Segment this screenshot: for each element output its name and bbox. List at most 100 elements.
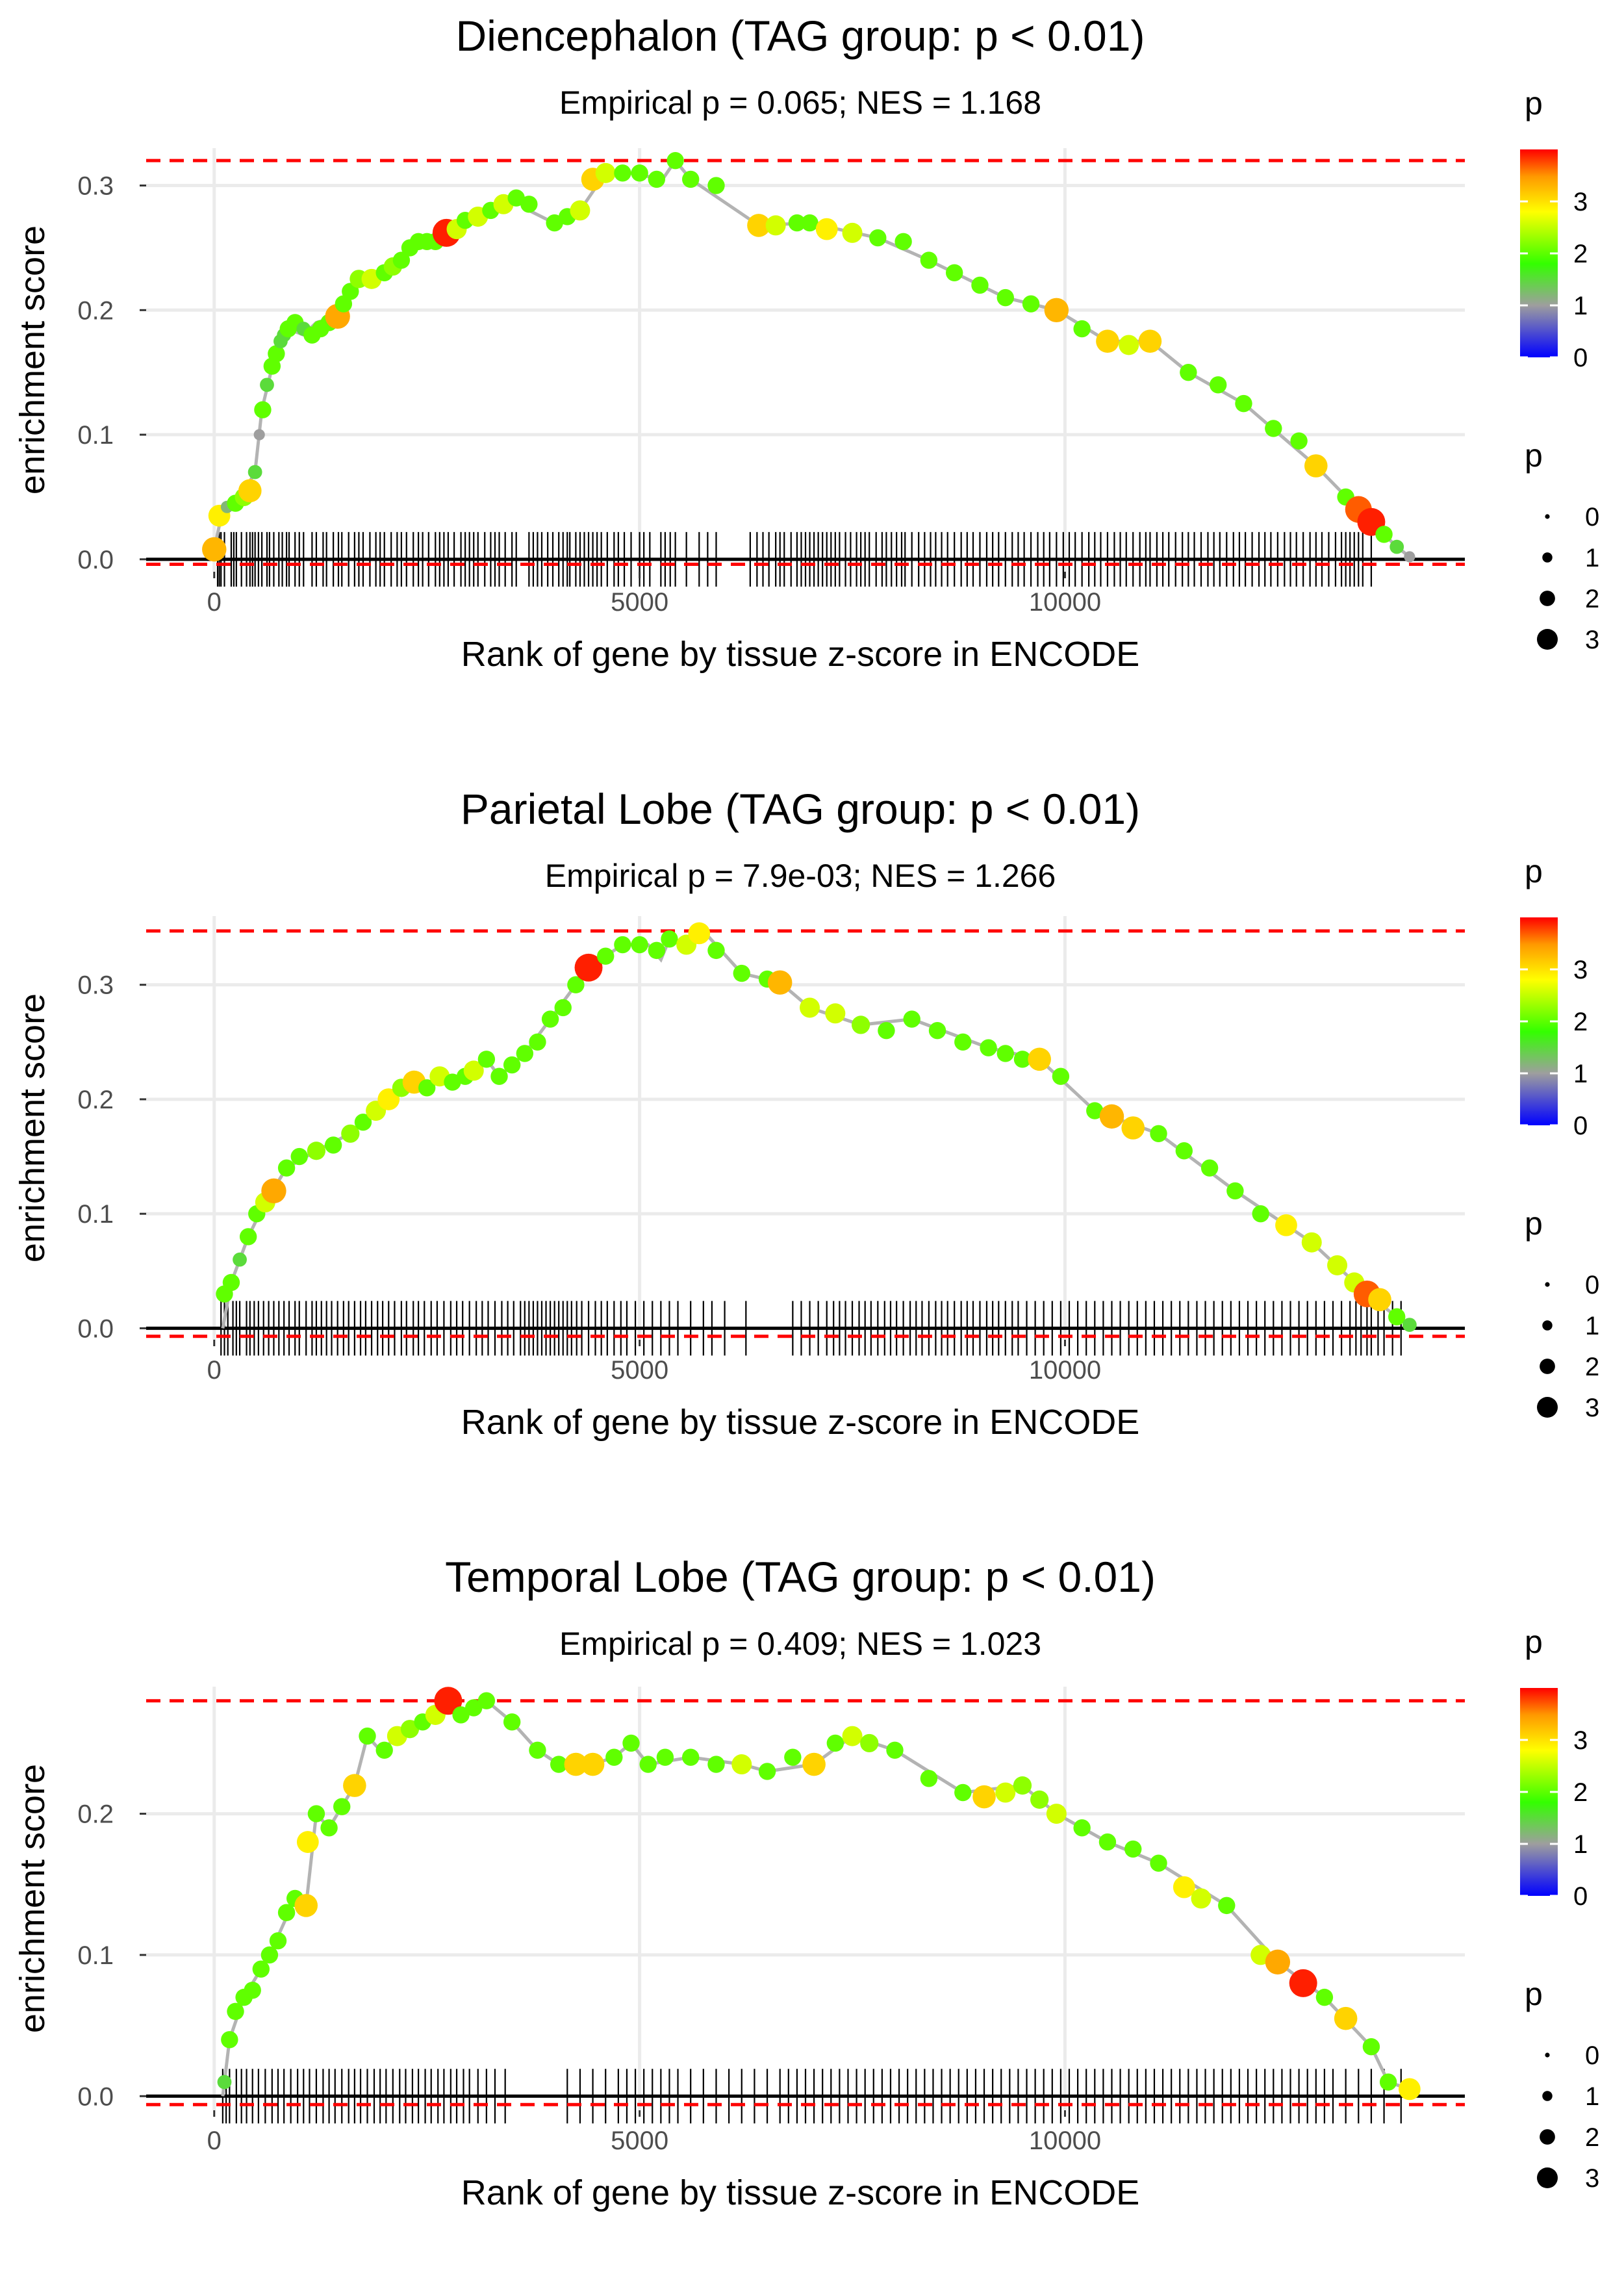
enrichment-point — [1404, 551, 1415, 563]
enrichment-point — [1180, 363, 1197, 381]
enrichment-point — [1265, 1949, 1291, 1974]
enrichment-point — [860, 1733, 879, 1753]
enrichment-point — [595, 162, 616, 183]
enrichment-point — [1379, 2073, 1397, 2091]
x-tick-label: 5000 — [611, 1356, 668, 1385]
enrichment-point — [1252, 1205, 1269, 1223]
enrichment-point — [1052, 1067, 1070, 1085]
enrichment-point — [995, 1782, 1016, 1803]
enrichment-point — [268, 345, 285, 363]
enrichment-point — [1096, 329, 1119, 353]
size-legend-label: 2 — [1585, 585, 1599, 613]
panel-title: Parietal Lobe (TAG group: p < 0.01) — [461, 785, 1140, 833]
enrichment-point — [541, 1010, 559, 1028]
panel-title: Temporal Lobe (TAG group: p < 0.01) — [445, 1553, 1156, 1601]
enrichment-point — [377, 1088, 400, 1110]
size-legend-dot — [1545, 1282, 1550, 1287]
gridlines — [146, 1687, 1465, 2110]
size-legend-label: 0 — [1585, 2041, 1599, 2070]
color-scale-label: 2 — [1573, 240, 1588, 268]
enrichment-point — [1290, 432, 1308, 450]
enrichment-point — [681, 1748, 700, 1766]
enrichment-point — [1200, 1159, 1219, 1177]
enrichment-point — [333, 1798, 351, 1815]
enrichment-point — [1402, 1318, 1417, 1332]
color-scale-label: 0 — [1573, 1882, 1588, 1911]
enrichment-point — [567, 976, 585, 993]
enrichment-point — [802, 1752, 826, 1776]
enrichment-point — [277, 1904, 296, 1921]
enrichment-point — [294, 1894, 318, 1917]
color-legend-title: p — [1525, 85, 1543, 121]
color-scale-label: 3 — [1573, 188, 1588, 216]
y-tick-label: 0.2 — [77, 296, 114, 325]
size-legend-dot — [1536, 2167, 1558, 2189]
enrichment-point — [581, 1752, 605, 1776]
enrichment-point — [597, 947, 615, 965]
enrichment-point — [546, 214, 563, 232]
panel-subtitle: Empirical p = 7.9e-03; NES = 1.266 — [545, 858, 1056, 894]
enrichment-point — [247, 465, 262, 479]
enrichment-point — [801, 214, 818, 232]
x-axis-label: Rank of gene by tissue z-score in ENCODE — [461, 2173, 1139, 2212]
enrichment-point — [788, 214, 806, 232]
enrichment-point — [784, 1748, 802, 1766]
panel-title: Diencephalon (TAG group: p < 0.01) — [456, 12, 1145, 60]
enrichment-point — [463, 1060, 484, 1081]
size-legend-label: 3 — [1585, 2164, 1599, 2193]
enrichment-point — [503, 1056, 521, 1074]
enrichment-point — [733, 964, 750, 982]
enrichment-point — [980, 1039, 997, 1056]
enrichment-point — [765, 215, 786, 236]
x-axis-label: Rank of gene by tissue z-score in ENCODE — [461, 635, 1139, 674]
size-legend-title: p — [1525, 437, 1543, 474]
size-legend-dot — [1542, 2091, 1553, 2101]
enrichment-point — [1265, 420, 1282, 437]
enrichment-point — [1028, 1047, 1051, 1071]
enrichment-point — [392, 251, 411, 269]
size-legend-title: p — [1525, 1976, 1543, 2012]
enrichment-point — [707, 177, 725, 194]
enrichment-point — [253, 429, 265, 441]
enrichment-point — [418, 1079, 436, 1097]
enrichment-point — [920, 251, 938, 269]
size-legend-dot — [1542, 1320, 1553, 1331]
enrichment-point — [342, 283, 359, 300]
enrichment-point — [261, 1178, 286, 1204]
y-tick-label: 0.0 — [77, 2082, 114, 2111]
y-tick-label: 0.3 — [77, 172, 114, 201]
color-legend-title: p — [1525, 853, 1543, 889]
enrichment-points — [202, 151, 1415, 563]
panel-subtitle: Empirical p = 0.065; NES = 1.168 — [559, 84, 1041, 121]
enrichment-point — [1086, 1102, 1104, 1119]
size-legend-dot — [1540, 2129, 1555, 2145]
enrichment-point — [477, 1692, 496, 1709]
enrichment-point — [233, 1252, 247, 1267]
enrichment-point — [520, 196, 538, 213]
panel-subtitle: Empirical p = 0.409; NES = 1.023 — [559, 1626, 1041, 1662]
enrichment-point — [1121, 1116, 1145, 1140]
enrichment-point — [507, 189, 525, 207]
color-scale-label: 2 — [1573, 1008, 1588, 1036]
enrichment-point — [614, 164, 631, 182]
enrichment-point — [221, 2031, 238, 2049]
enrichment-point — [1099, 1104, 1124, 1129]
enrichment-point — [869, 229, 887, 247]
enrichment-point — [550, 1756, 568, 1773]
enrichment-point — [639, 1756, 657, 1773]
enrichment-point — [202, 537, 227, 562]
enrichment-point — [945, 264, 963, 281]
y-tick-label: 0.2 — [77, 1086, 114, 1114]
enrichment-point — [444, 1073, 461, 1091]
y-axis-label: enrichment score — [13, 225, 52, 494]
enrichment-point — [648, 941, 666, 960]
enrichment-point — [296, 1831, 319, 1853]
enrichment-point — [631, 164, 648, 182]
x-tick-label: 0 — [207, 1356, 222, 1385]
enrichment-point — [1327, 1255, 1348, 1275]
enrichment-point — [503, 1713, 521, 1731]
enrichment-point — [574, 953, 603, 982]
size-legend-label: 1 — [1585, 544, 1599, 572]
enrichment-point — [666, 151, 684, 170]
